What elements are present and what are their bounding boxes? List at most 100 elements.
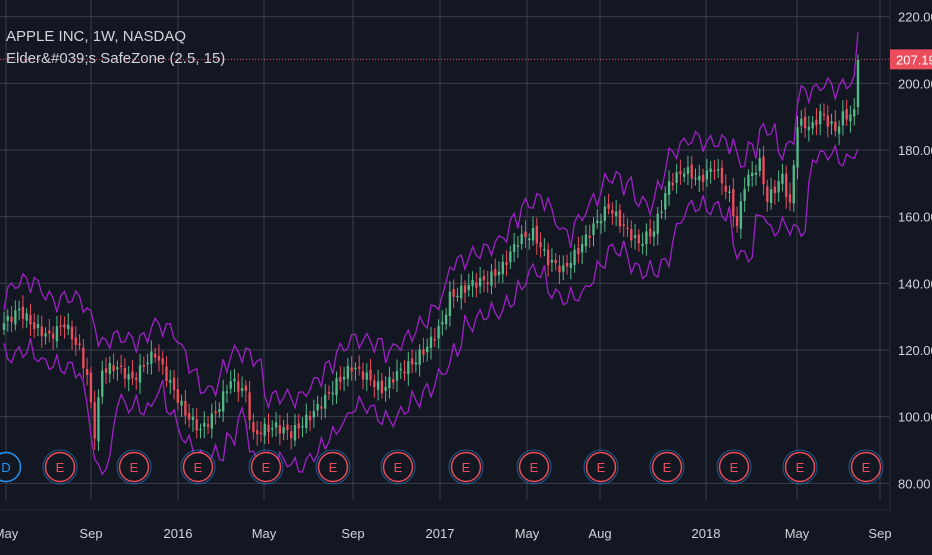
earnings-marker-label: E <box>262 460 271 475</box>
candle-body <box>131 371 134 379</box>
candle-body <box>267 424 270 433</box>
candle-body <box>237 381 240 392</box>
candle-body <box>180 400 183 406</box>
candle-body <box>119 365 123 368</box>
candle-body <box>33 322 36 329</box>
candle-body <box>717 169 720 171</box>
earnings-marker-label: E <box>663 460 672 475</box>
x-tick-label: May <box>252 526 277 541</box>
candle-body <box>403 371 406 374</box>
candle-body <box>690 164 693 179</box>
candle-body <box>218 408 221 413</box>
candle-body <box>142 365 145 367</box>
candle-body <box>305 414 308 429</box>
candle-body <box>694 177 697 180</box>
candle-body <box>85 369 89 375</box>
candle-body <box>762 156 765 185</box>
dividend-marker <box>0 451 22 483</box>
candle-body <box>380 380 384 394</box>
candle-body <box>686 167 690 174</box>
y-tick-label: 80.00 <box>898 476 931 491</box>
candle-body <box>112 365 115 372</box>
earnings-marker-halo <box>716 449 752 485</box>
candle-body <box>800 118 803 126</box>
candle-body <box>645 231 648 245</box>
candle-body <box>482 275 486 281</box>
earnings-marker <box>118 451 150 483</box>
candle-body <box>463 285 467 293</box>
candle-body <box>108 363 111 374</box>
candle-body <box>414 362 418 365</box>
candle-body <box>339 376 342 382</box>
candle-body <box>225 391 229 393</box>
candle-body <box>248 392 251 421</box>
earnings-marker-halo <box>782 449 818 485</box>
candle-body <box>781 173 784 184</box>
candle-body <box>641 244 644 246</box>
candle-body <box>528 238 531 241</box>
earnings-marker-label: E <box>194 460 203 475</box>
candle-body <box>376 381 380 390</box>
symbol-title[interactable]: APPLE INC, 1W, NASDAQ <box>6 28 187 45</box>
candle-body <box>55 326 59 342</box>
earnings-marker-label: E <box>130 460 139 475</box>
earnings-marker-label: E <box>730 460 739 475</box>
candle-body <box>365 372 368 380</box>
candle-body <box>233 378 236 382</box>
candle-body <box>819 111 822 125</box>
candle-body <box>728 191 731 193</box>
candle-body <box>580 243 584 253</box>
candle-body <box>475 282 478 288</box>
candle-body <box>596 220 599 224</box>
earnings-marker-halo <box>116 449 152 485</box>
candle-body <box>565 262 569 267</box>
candle-body <box>350 367 353 372</box>
candle-body <box>448 291 452 316</box>
candle-body <box>101 370 104 397</box>
candle-body <box>271 427 274 430</box>
candle-body <box>399 368 402 371</box>
candle-body <box>29 314 32 325</box>
last-price-tag <box>890 49 932 70</box>
y-tick-label: 120.00 <box>898 343 932 358</box>
candle-body <box>308 416 312 421</box>
candle-body <box>546 249 550 266</box>
candle-body <box>210 413 214 429</box>
candle-body <box>853 109 856 117</box>
candle-body <box>14 310 17 325</box>
candle-body <box>732 188 735 216</box>
candle-body <box>407 361 410 375</box>
x-tick-label: 2016 <box>164 526 193 541</box>
candle-body <box>683 173 686 177</box>
candle-body <box>735 215 739 227</box>
candle-body <box>259 432 263 435</box>
candle-body <box>720 167 724 184</box>
candle-body <box>93 402 96 439</box>
earnings-marker <box>317 451 349 483</box>
candle-body <box>2 323 6 330</box>
candle-body <box>392 379 395 383</box>
candle-body <box>361 371 365 380</box>
candle-body <box>751 172 754 177</box>
candle-body <box>395 371 399 381</box>
x-tick-label: Sep <box>868 526 891 541</box>
candle-body <box>286 424 289 431</box>
candle-body <box>705 170 709 180</box>
y-tick-label: 200.00 <box>898 76 932 91</box>
candle-body <box>373 380 376 388</box>
candle-body <box>603 206 606 221</box>
candle-body <box>505 262 508 265</box>
candle-body <box>573 249 576 266</box>
candle-body <box>44 333 47 337</box>
candle-body <box>667 180 671 195</box>
candle-body <box>512 244 516 253</box>
candle-body <box>837 126 841 134</box>
candle-body <box>841 111 845 126</box>
candle-body <box>607 203 610 209</box>
indicator-title[interactable]: Elder&#039;s SafeZone (2.5, 15) <box>6 50 226 67</box>
candle-body <box>599 221 603 224</box>
earnings-marker-label: D <box>1 460 10 475</box>
candle-body <box>199 428 202 431</box>
